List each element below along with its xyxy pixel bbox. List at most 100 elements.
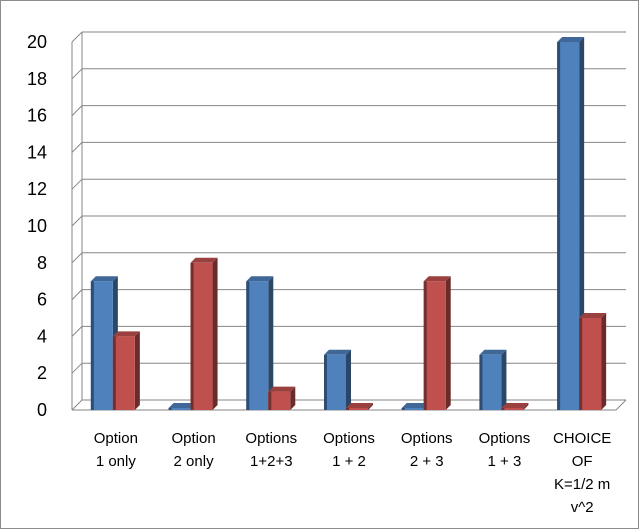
bar-top xyxy=(324,349,351,355)
bar-front xyxy=(168,408,191,410)
bar-edge xyxy=(501,408,505,410)
bar xyxy=(112,331,140,410)
bar-front xyxy=(557,42,580,410)
bar-front xyxy=(346,408,368,410)
bar-edge xyxy=(346,408,349,410)
x-tick-label: Options xyxy=(401,430,453,447)
bar xyxy=(579,313,607,410)
bar xyxy=(324,349,351,410)
bar xyxy=(501,403,529,410)
x-tick-label: Option xyxy=(94,430,138,447)
bar-front xyxy=(324,354,346,410)
gridline-depth xyxy=(71,105,83,116)
y-tick-label: 20 xyxy=(27,32,47,52)
bar-top xyxy=(90,276,118,282)
bar-top xyxy=(112,331,140,337)
y-tick-label: 12 xyxy=(27,179,47,199)
bar-top xyxy=(346,403,373,408)
bar-edge xyxy=(401,408,405,410)
gridline-depth xyxy=(71,362,83,374)
bar-side xyxy=(523,403,529,410)
bar-front xyxy=(479,354,502,410)
bar-top xyxy=(579,313,607,318)
bar-edge xyxy=(423,281,427,410)
bar-front xyxy=(246,281,269,410)
x-tick-label: 1 only xyxy=(96,453,137,470)
bar-side xyxy=(134,331,140,410)
x-tick-label: OF xyxy=(572,453,593,470)
bar-top xyxy=(479,349,507,355)
x-tick-label: 1 + 3 xyxy=(488,453,522,470)
bar-edge xyxy=(557,42,561,410)
bar xyxy=(246,276,274,410)
bar-side xyxy=(268,276,274,410)
gridlines xyxy=(71,31,626,411)
bar-top xyxy=(501,403,529,408)
bars xyxy=(90,37,607,410)
y-tick-label: 0 xyxy=(37,400,47,420)
y-tick-label: 18 xyxy=(27,69,47,89)
bar-top xyxy=(423,276,451,282)
bar-side xyxy=(290,386,296,410)
bar-edge xyxy=(112,336,116,410)
x-tick-label: Options xyxy=(323,430,375,447)
bar-edge xyxy=(168,408,172,410)
x-tick-label: CHOICE xyxy=(553,430,611,447)
x-tick-label: Options xyxy=(245,430,297,447)
y-tick-label: 8 xyxy=(37,253,47,273)
bar xyxy=(190,257,218,410)
x-tick-label: 1+2+3 xyxy=(250,453,293,470)
bar-side xyxy=(346,349,351,410)
bar-side xyxy=(501,349,507,410)
x-axis-tick-labels: Option 1 only Option 2 only Options 1+2+3 Opti… xyxy=(94,430,612,516)
bar-top xyxy=(268,386,296,392)
y-tick-label: 4 xyxy=(37,326,47,346)
bar-front xyxy=(90,281,113,410)
bar-front xyxy=(401,408,424,410)
gridline-depth xyxy=(71,326,83,337)
bar-top xyxy=(246,276,274,282)
x-tick-label: 2 + 3 xyxy=(410,453,444,470)
bar-side xyxy=(445,276,451,410)
bar-top xyxy=(168,403,196,408)
bar-edge xyxy=(90,281,94,410)
bar-side xyxy=(601,313,607,410)
bar-edge xyxy=(324,354,327,410)
x-tick-label: 1 + 2 xyxy=(332,453,366,470)
x-tick-label: K=1/2 m xyxy=(554,476,610,493)
bar-front xyxy=(112,336,135,410)
bar-front xyxy=(501,408,524,410)
bar xyxy=(268,386,296,410)
bar-edge xyxy=(479,354,483,410)
bar-side xyxy=(212,257,218,410)
gridline-depth xyxy=(71,142,83,153)
bar-front xyxy=(423,281,446,410)
y-tick-label: 6 xyxy=(37,290,47,310)
gridline-depth xyxy=(71,252,83,264)
bar-top xyxy=(190,257,218,263)
bar-front xyxy=(579,318,602,410)
y-tick-label: 2 xyxy=(37,363,47,383)
x-tick-label: Options xyxy=(479,430,531,447)
gridline-depth xyxy=(71,399,83,411)
bar-side xyxy=(368,403,373,410)
gridline-depth xyxy=(71,215,83,227)
y-tick-label: 16 xyxy=(27,106,47,126)
x-tick-label: 2 only xyxy=(174,453,215,470)
bar-front xyxy=(190,262,213,410)
y-tick-label: 10 xyxy=(27,216,47,236)
bar-top xyxy=(401,403,429,408)
gridline-depth xyxy=(71,289,83,300)
bar-edge xyxy=(579,318,583,410)
bar-front xyxy=(268,391,291,410)
bar-edge xyxy=(246,281,250,410)
bar xyxy=(423,276,451,410)
floor-edge xyxy=(615,399,627,411)
bar xyxy=(346,403,373,410)
bar-edge xyxy=(190,262,194,410)
y-tick-label: 14 xyxy=(27,142,47,162)
gridline-depth xyxy=(71,178,83,190)
x-tick-label: v^2 xyxy=(571,499,594,516)
